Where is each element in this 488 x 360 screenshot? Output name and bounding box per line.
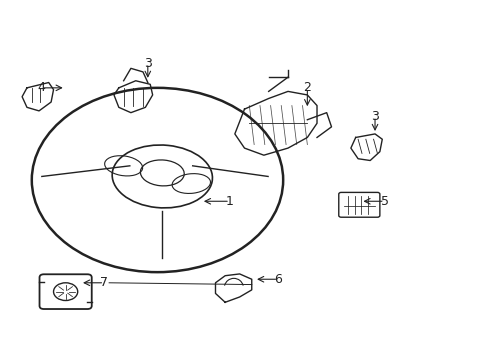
Text: 3: 3 <box>370 110 378 123</box>
Text: 5: 5 <box>380 195 388 208</box>
Text: 7: 7 <box>100 276 108 289</box>
Text: 6: 6 <box>274 273 282 286</box>
Text: 4: 4 <box>38 81 45 94</box>
Text: 3: 3 <box>143 57 151 69</box>
Text: 1: 1 <box>225 195 233 208</box>
Text: 2: 2 <box>303 81 311 94</box>
